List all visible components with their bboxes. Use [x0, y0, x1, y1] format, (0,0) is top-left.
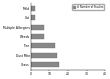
Legend: # Number of Studies: # Number of Studies	[72, 4, 104, 10]
Bar	[31, 25, 44, 30]
Bar	[31, 62, 59, 67]
Bar	[31, 15, 35, 20]
Bar	[31, 53, 57, 58]
Bar	[31, 43, 55, 48]
Bar	[31, 6, 35, 11]
Bar	[31, 34, 44, 39]
